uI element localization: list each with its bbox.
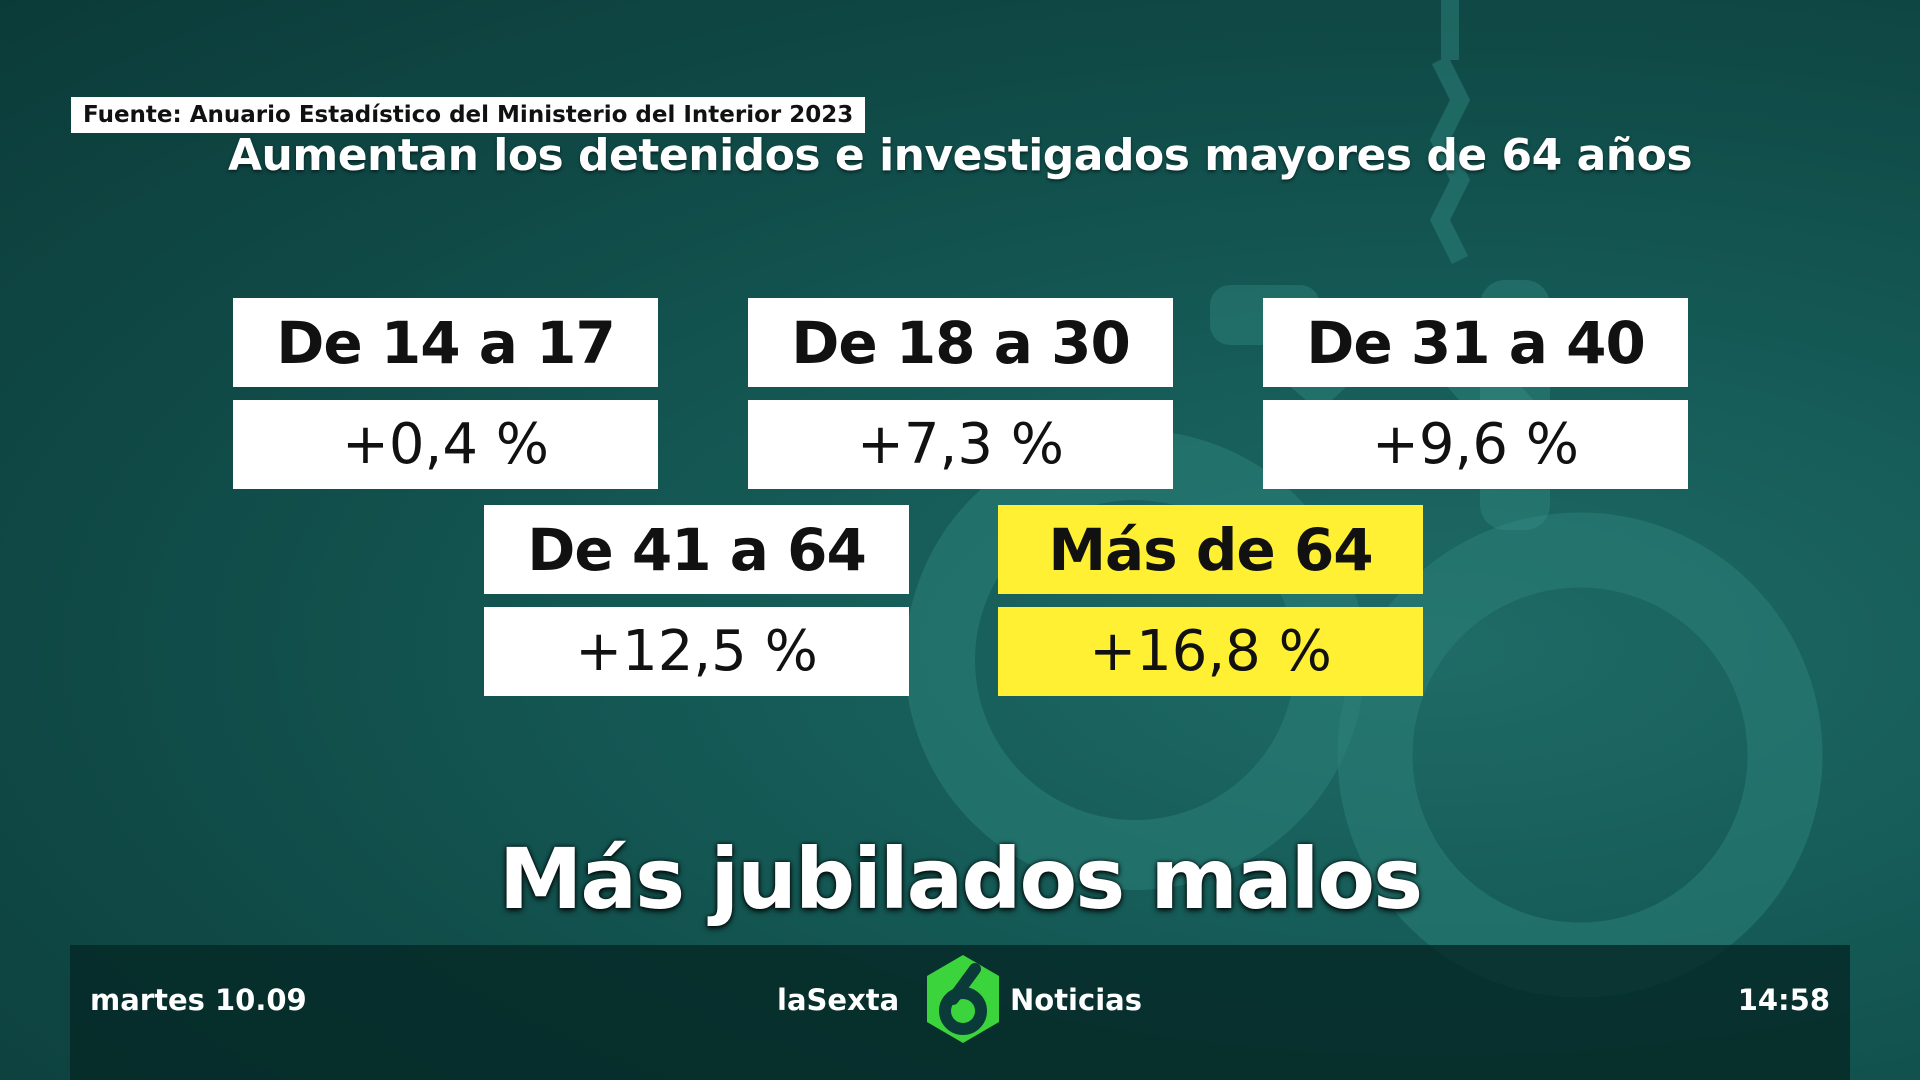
program-name: Noticias <box>1010 983 1142 1017</box>
headline: Aumentan los detenidos e investigados ma… <box>227 130 1693 181</box>
lasexta-six-logo-icon <box>927 955 999 1043</box>
age-group-label: De 14 a 17 <box>233 298 658 387</box>
broadcast-date: martes 10.09 <box>90 983 307 1017</box>
news-ticker-bar: martes 10.09 laSexta Noticias 14:58 <box>70 945 1850 1080</box>
age-group-card-over-64: Más de 64 +16,8 % <box>998 505 1423 696</box>
caption-title: Más jubilados malos <box>498 830 1423 928</box>
age-group-label: De 18 a 30 <box>748 298 1173 387</box>
age-group-label: De 41 a 64 <box>484 505 909 594</box>
age-group-change-value: +7,3 % <box>748 400 1173 489</box>
age-group-label: Más de 64 <box>998 505 1423 594</box>
age-group-change-value: +16,8 % <box>998 607 1423 696</box>
source-label: Fuente: Anuario Estadístico del Minister… <box>71 97 866 133</box>
age-group-card-18-30: De 18 a 30 +7,3 % <box>748 298 1173 489</box>
age-group-label: De 31 a 40 <box>1263 298 1688 387</box>
age-group-card-31-40: De 31 a 40 +9,6 % <box>1263 298 1688 489</box>
age-group-card-41-64: De 41 a 64 +12,5 % <box>484 505 909 696</box>
age-group-change-value: +12,5 % <box>484 607 909 696</box>
broadcast-time: 14:58 <box>1737 983 1830 1017</box>
channel-name: laSexta <box>777 983 900 1017</box>
age-group-change-value: +9,6 % <box>1263 400 1688 489</box>
age-group-card-14-17: De 14 a 17 +0,4 % <box>233 298 658 489</box>
age-group-change-value: +0,4 % <box>233 400 658 489</box>
